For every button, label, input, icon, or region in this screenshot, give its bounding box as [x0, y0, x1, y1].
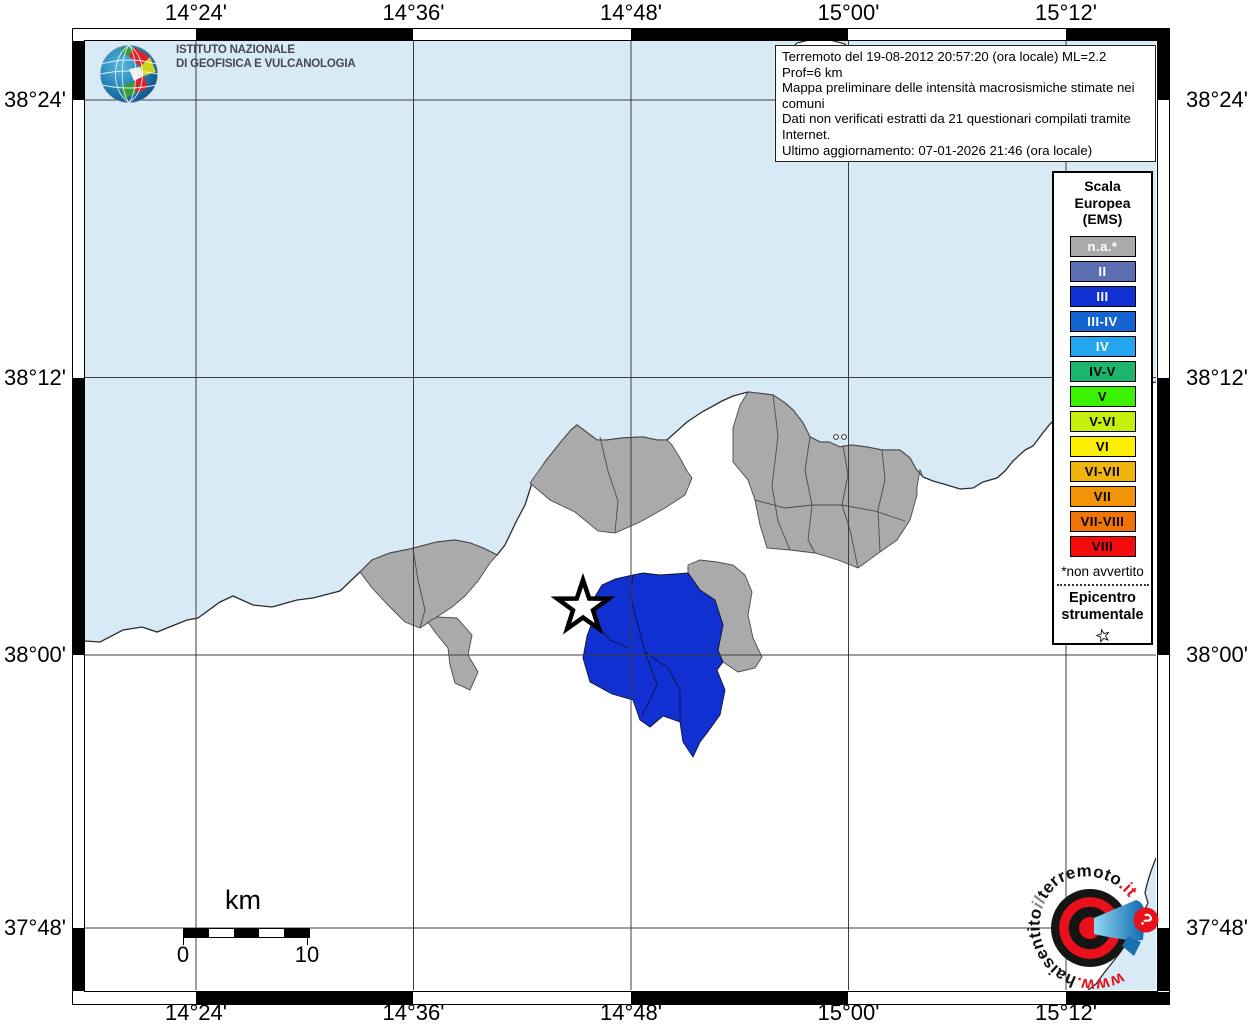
municipality-na — [427, 616, 479, 691]
municipalities-intensity-iii — [582, 572, 726, 758]
map-canvas — [85, 41, 1156, 990]
info-line-map: Mappa preliminare delle intensità macros… — [782, 80, 1135, 111]
scale-bar — [183, 928, 310, 938]
municipalities-na — [359, 391, 924, 691]
scale-bar-tick — [307, 937, 308, 945]
municipality-iii — [582, 572, 726, 758]
frame-tick-bar — [1066, 29, 1169, 41]
scale-bar-unit: km — [225, 885, 261, 915]
legend-item-n-a-: n.a.* — [1069, 235, 1136, 257]
legend-item-vii-viii: VII-VIII — [1069, 510, 1136, 532]
question-badge: ? — [1133, 907, 1159, 933]
axis-label-left: 38°24' — [4, 87, 66, 112]
frame-tick-bar — [196, 29, 413, 41]
axis-label-bottom: 15°12' — [1035, 1000, 1097, 1025]
legend-divider — [1056, 583, 1149, 586]
axis-label-right: 38°24' — [1186, 87, 1248, 112]
haisentitoilterremoto-logo: ? www.haisentitoilterremoto.it — [1024, 861, 1159, 995]
frame-tick-bar — [1157, 41, 1169, 100]
axis-label-right: 38°00' — [1186, 642, 1248, 667]
axis-label-right: 38°12' — [1186, 365, 1248, 390]
frame-tick-bar — [73, 928, 85, 991]
frame-tick-bar — [196, 992, 413, 1004]
frame-tick-bar — [631, 29, 848, 41]
legend-item-v: V — [1069, 385, 1136, 407]
legend-item-vii: VII — [1069, 485, 1136, 507]
axis-label-right: 37°48' — [1186, 915, 1248, 940]
map-inner-frame — [84, 40, 1158, 992]
epicenter-star — [550, 572, 616, 635]
axis-label-top: 14°24' — [165, 0, 227, 25]
legend-epicenter-label: Epicentro strumentale — [1061, 589, 1144, 623]
frame-tick-bar — [73, 41, 85, 100]
axis-label-left: 38°00' — [4, 642, 66, 667]
frame-tick-bar — [1157, 928, 1169, 991]
coastline-north — [85, 381, 1156, 643]
axis-label-top: 15°12' — [1035, 0, 1097, 25]
info-line-event: Terremoto del 19-08-2012 20:57:20 (ora l… — [782, 49, 1107, 80]
frame-tick-bar — [631, 992, 848, 1004]
legend-title: Scala Europea (EMS) — [1074, 178, 1131, 227]
legend-item-iv-v: IV-V — [1069, 360, 1136, 382]
legend-item-iv: IV — [1069, 335, 1136, 357]
legend-item-iii-iv: III-IV — [1069, 310, 1136, 332]
legend-box: Scala Europea (EMS) n.a.* II III III-IV IV IV… — [1052, 171, 1153, 645]
axis-label-bottom: 15°00' — [817, 1000, 880, 1025]
earthquake-info-box: Terremoto del 19-08-2012 20:57:20 (ora l… — [775, 45, 1156, 163]
frame-tick-bar — [1066, 992, 1169, 1004]
frame-tick-bar — [73, 378, 85, 655]
axis-label-bottom: 14°36' — [382, 1000, 445, 1025]
islets — [833, 434, 847, 440]
axis-label-top: 14°36' — [382, 0, 445, 25]
info-line-data: Dati non verificati estratti da 21 quest… — [782, 111, 1131, 142]
map-outer-frame — [72, 28, 1170, 1005]
info-line-updated: Ultimo aggiornamento: 07-01-2026 21:46 (… — [782, 142, 1093, 158]
axis-label-left: 37°48' — [4, 915, 66, 940]
axis-label-bottom: 14°24' — [165, 1000, 227, 1025]
legend-footnote: *non avvertito — [1061, 563, 1144, 579]
axis-label-top: 15°00' — [817, 0, 880, 25]
ingv-globe-icon — [100, 45, 158, 103]
scale-bar-start: 0 — [176, 942, 190, 967]
ingv-line2: DI GEOFISICA E VULCANOLOGIA — [176, 57, 356, 70]
frame-tick-bar — [1157, 378, 1169, 655]
municipality-na — [359, 539, 498, 629]
ingv-logo: ISTITUTO NAZIONALE DI GEOFISICA E VULCAN… — [98, 44, 356, 103]
legend-epicenter-star-icon — [1094, 628, 1110, 643]
municipality-na — [732, 391, 924, 569]
municipality-borders — [412, 394, 906, 629]
legend-item-ii: II — [1069, 260, 1136, 282]
scale-bar-tick — [183, 937, 184, 945]
scale-bar-end: 10 — [294, 942, 320, 967]
legend-item-iii: III — [1069, 285, 1136, 307]
axis-label-left: 38°12' — [4, 365, 66, 390]
ingv-logo-text: ISTITUTO NAZIONALE DI GEOFISICA E VULCAN… — [176, 44, 356, 71]
ingv-line1: ISTITUTO NAZIONALE — [176, 44, 295, 56]
legend-item-v-vi: V-VI — [1069, 410, 1136, 432]
axis-label-bottom: 14°48' — [600, 1000, 662, 1025]
legend-item-vi: VI — [1069, 435, 1136, 457]
axis-label-top: 14°48' — [600, 0, 662, 25]
legend-item-vi-vii: VI-VII — [1069, 460, 1136, 482]
legend-item-viii: VIII — [1069, 535, 1136, 557]
legend-intensity-scale: n.a.* II III III-IV IV IV-V V V-VI VI VI-VII VII VI… — [1069, 235, 1136, 557]
megaphone-icon — [1094, 900, 1145, 956]
